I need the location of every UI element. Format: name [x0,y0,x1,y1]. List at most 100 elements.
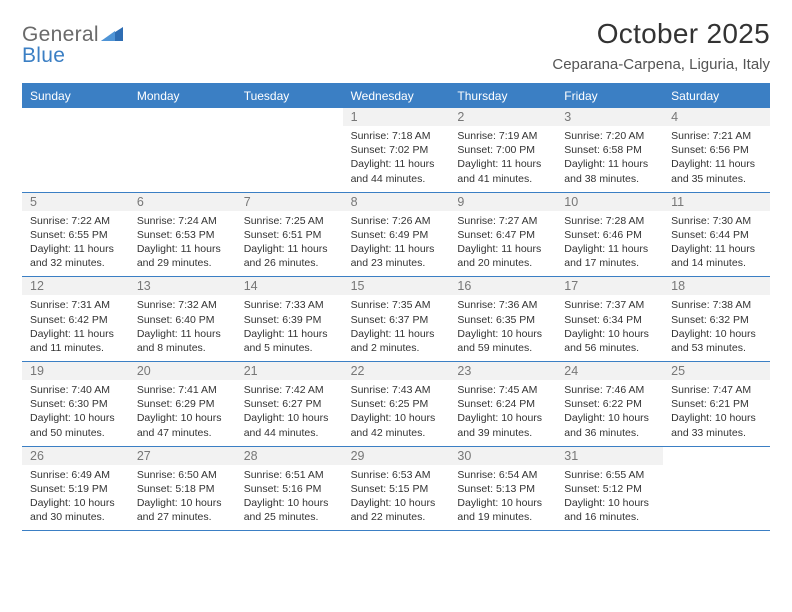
day-number: 5 [22,193,129,211]
day-number: 28 [236,447,343,465]
day-cell: 19 Sunrise: 7:40 AMSunset: 6:30 PMDayligh… [22,362,129,446]
day-detail: Sunrise: 7:24 AMSunset: 6:53 PMDaylight:… [137,214,230,271]
day-detail: Sunrise: 6:53 AMSunset: 5:15 PMDaylight:… [351,468,444,525]
day-detail: Sunrise: 6:54 AMSunset: 5:13 PMDaylight:… [457,468,550,525]
day-number: 29 [343,447,450,465]
day-detail: Sunrise: 7:47 AMSunset: 6:21 PMDaylight:… [671,383,764,440]
weeks-container: 1 Sunrise: 7:18 AMSunset: 7:02 PMDaylight… [22,108,770,531]
day-number: 19 [22,362,129,380]
day-number: 25 [663,362,770,380]
month-title: October 2025 [552,18,770,50]
day-detail: Sunrise: 7:36 AMSunset: 6:35 PMDaylight:… [457,298,550,355]
day-cell: 29 Sunrise: 6:53 AMSunset: 5:15 PMDayligh… [343,447,450,531]
day-cell: 30 Sunrise: 6:54 AMSunset: 5:13 PMDayligh… [449,447,556,531]
day-detail: Sunrise: 7:41 AMSunset: 6:29 PMDaylight:… [137,383,230,440]
day-cell: 16 Sunrise: 7:36 AMSunset: 6:35 PMDayligh… [449,277,556,361]
day-number: 6 [129,193,236,211]
day-detail: Sunrise: 6:49 AMSunset: 5:19 PMDaylight:… [30,468,123,525]
day-header-sun: Sunday [22,85,129,108]
day-number: 3 [556,108,663,126]
logo-triangle-icon [101,24,123,45]
day-cell: 14 Sunrise: 7:33 AMSunset: 6:39 PMDayligh… [236,277,343,361]
week-row: 12 Sunrise: 7:31 AMSunset: 6:42 PMDayligh… [22,277,770,362]
title-block: October 2025 Ceparana-Carpena, Liguria, … [552,18,770,73]
day-number: 11 [663,193,770,211]
day-cell: 17 Sunrise: 7:37 AMSunset: 6:34 PMDayligh… [556,277,663,361]
day-detail: Sunrise: 7:40 AMSunset: 6:30 PMDaylight:… [30,383,123,440]
day-cell: 22Sunrise: 7:43 AMSunset: 6:25 PMDayligh… [343,362,450,446]
day-cell: 7 Sunrise: 7:25 AMSunset: 6:51 PMDaylight… [236,193,343,277]
day-header-tue: Tuesday [236,85,343,108]
day-number: 14 [236,277,343,295]
day-cell: 11Sunrise: 7:30 AMSunset: 6:44 PMDayligh… [663,193,770,277]
day-detail: Sunrise: 7:20 AMSunset: 6:58 PMDaylight:… [564,129,657,186]
day-number: 23 [449,362,556,380]
day-header-fri: Friday [556,85,663,108]
day-detail: Sunrise: 7:46 AMSunset: 6:22 PMDaylight:… [564,383,657,440]
day-cell: 28Sunrise: 6:51 AMSunset: 5:16 PMDayligh… [236,447,343,531]
day-detail: Sunrise: 7:42 AMSunset: 6:27 PMDaylight:… [244,383,337,440]
day-cell [22,108,129,192]
day-header-sat: Saturday [663,85,770,108]
day-cell: 6 Sunrise: 7:24 AMSunset: 6:53 PMDaylight… [129,193,236,277]
day-cell: 21 Sunrise: 7:42 AMSunset: 6:27 PMDayligh… [236,362,343,446]
day-cell: 9Sunrise: 7:27 AMSunset: 6:47 PMDaylight… [449,193,556,277]
header: GeneralBlue October 2025 Ceparana-Carpen… [22,18,770,73]
day-detail: Sunrise: 7:27 AMSunset: 6:47 PMDaylight:… [457,214,550,271]
day-number: 27 [129,447,236,465]
day-detail: Sunrise: 7:25 AMSunset: 6:51 PMDaylight:… [244,214,337,271]
day-cell: 3 Sunrise: 7:20 AMSunset: 6:58 PMDaylight… [556,108,663,192]
week-row: 19 Sunrise: 7:40 AMSunset: 6:30 PMDayligh… [22,362,770,447]
day-detail: Sunrise: 6:50 AMSunset: 5:18 PMDaylight:… [137,468,230,525]
day-number: 26 [22,447,129,465]
day-detail: Sunrise: 7:35 AMSunset: 6:37 PMDaylight:… [351,298,444,355]
day-number: 10 [556,193,663,211]
day-number: 20 [129,362,236,380]
week-row: 26 Sunrise: 6:49 AMSunset: 5:19 PMDayligh… [22,447,770,532]
day-cell: 8Sunrise: 7:26 AMSunset: 6:49 PMDaylight… [343,193,450,277]
day-detail: Sunrise: 7:45 AMSunset: 6:24 PMDaylight:… [457,383,550,440]
day-number: 31 [556,447,663,465]
day-cell: 10 Sunrise: 7:28 AMSunset: 6:46 PMDayligh… [556,193,663,277]
day-number: 21 [236,362,343,380]
day-number: 16 [449,277,556,295]
calendar-page: GeneralBlue October 2025 Ceparana-Carpen… [0,0,792,553]
day-cell: 13Sunrise: 7:32 AMSunset: 6:40 PMDayligh… [129,277,236,361]
day-header-thu: Thursday [449,85,556,108]
day-detail: Sunrise: 7:28 AMSunset: 6:46 PMDaylight:… [564,214,657,271]
day-detail: Sunrise: 7:43 AMSunset: 6:25 PMDaylight:… [351,383,444,440]
logo-text: GeneralBlue [22,24,123,66]
logo-word-1: General [22,23,99,46]
day-number: 2 [449,108,556,126]
day-number: 15 [343,277,450,295]
day-cell: 2 Sunrise: 7:19 AMSunset: 7:00 PMDaylight… [449,108,556,192]
day-detail: Sunrise: 7:19 AMSunset: 7:00 PMDaylight:… [457,129,550,186]
day-detail: Sunrise: 7:31 AMSunset: 6:42 PMDaylight:… [30,298,123,355]
day-number: 7 [236,193,343,211]
day-cell: 18Sunrise: 7:38 AMSunset: 6:32 PMDayligh… [663,277,770,361]
day-number: 1 [343,108,450,126]
day-cell: 27 Sunrise: 6:50 AMSunset: 5:18 PMDayligh… [129,447,236,531]
day-cell: 31Sunrise: 6:55 AMSunset: 5:12 PMDayligh… [556,447,663,531]
day-number: 30 [449,447,556,465]
day-cell: 12 Sunrise: 7:31 AMSunset: 6:42 PMDayligh… [22,277,129,361]
day-cell: 25 Sunrise: 7:47 AMSunset: 6:21 PMDayligh… [663,362,770,446]
day-number: 18 [663,277,770,295]
day-number: 24 [556,362,663,380]
day-cell: 5 Sunrise: 7:22 AMSunset: 6:55 PMDaylight… [22,193,129,277]
day-detail: Sunrise: 7:33 AMSunset: 6:39 PMDaylight:… [244,298,337,355]
day-cell: 26 Sunrise: 6:49 AMSunset: 5:19 PMDayligh… [22,447,129,531]
day-detail: Sunrise: 7:22 AMSunset: 6:55 PMDaylight:… [30,214,123,271]
day-number: 17 [556,277,663,295]
day-detail: Sunrise: 7:37 AMSunset: 6:34 PMDaylight:… [564,298,657,355]
week-row: 1 Sunrise: 7:18 AMSunset: 7:02 PMDaylight… [22,108,770,193]
logo-word-2: Blue [22,44,65,67]
calendar: Sunday Monday Tuesday Wednesday Thursday… [22,83,770,531]
location-text: Ceparana-Carpena, Liguria, Italy [552,56,770,73]
day-number: 12 [22,277,129,295]
day-number: 4 [663,108,770,126]
day-detail: Sunrise: 7:18 AMSunset: 7:02 PMDaylight:… [351,129,444,186]
day-detail: Sunrise: 7:26 AMSunset: 6:49 PMDaylight:… [351,214,444,271]
day-cell: 23 Sunrise: 7:45 AMSunset: 6:24 PMDayligh… [449,362,556,446]
day-cell: 1 Sunrise: 7:18 AMSunset: 7:02 PMDaylight… [343,108,450,192]
